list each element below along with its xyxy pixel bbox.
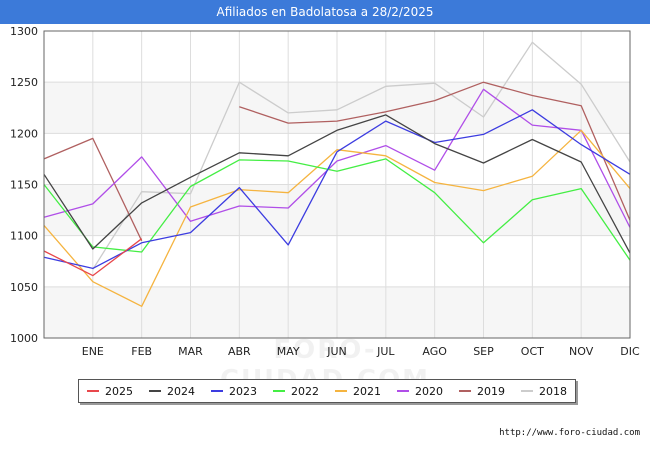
plot-frame [43, 30, 631, 339]
legend-swatch [211, 390, 223, 392]
legend-label: 2020 [415, 384, 443, 398]
legend-swatch [397, 390, 409, 392]
source-url: http://www.foro-ciudad.com [499, 428, 640, 438]
legend-item-2025: 2025 [87, 385, 133, 398]
y-tick-label: 1300 [10, 25, 38, 38]
x-tick-label: FEB [131, 345, 152, 358]
y-tick-label: 1000 [10, 332, 38, 345]
series-line-2019 [43, 81, 631, 242]
series-line-2023 [43, 109, 631, 270]
series-line-2020 [43, 88, 631, 228]
x-axis-ticks: ENE FEB MAR ABR MAY JUN JUL AGO SEP OCT NOV DIC [82, 345, 640, 358]
series-line-2018 [92, 41, 631, 270]
legend-item-2022: 2022 [273, 385, 319, 398]
y-axis-ticks: 1000 1050 1100 1150 1200 1250 1300 [10, 25, 38, 345]
legend-item-2021: 2021 [335, 385, 381, 398]
series-line-2025 [43, 238, 143, 277]
x-tick-label: ABR [228, 345, 251, 358]
series-line-2021 [43, 129, 631, 307]
y-tick-label: 1050 [10, 281, 38, 294]
x-tick-label: MAR [178, 345, 203, 358]
y-tick-label: 1250 [10, 76, 38, 89]
legend-item-2024: 2024 [149, 385, 195, 398]
x-tick-label: SEP [473, 345, 494, 358]
x-tick-label: OCT [521, 345, 544, 358]
y-tick-label: 1100 [10, 230, 38, 243]
legend-swatch [335, 390, 347, 392]
legend-label: 2018 [539, 384, 567, 398]
legend-swatch [459, 390, 471, 392]
series-line-2024 [43, 114, 631, 254]
legend: 2025 2024 2023 2022 2021 2020 2019 2018 [78, 379, 576, 403]
x-tick-label: MAY [277, 345, 300, 358]
x-tick-label: JUN [326, 345, 347, 358]
legend-item-2018: 2018 [521, 385, 567, 398]
legend-swatch [273, 390, 285, 392]
legend-swatch [521, 390, 533, 392]
legend-label: 2019 [477, 384, 505, 398]
legend-label: 2025 [105, 384, 133, 398]
x-tick-label: JUL [376, 345, 395, 358]
x-tick-label: NOV [569, 345, 594, 358]
legend-swatch [87, 390, 99, 392]
legend-label: 2023 [229, 384, 257, 398]
legend-item-2019: 2019 [459, 385, 505, 398]
legend-label: 2021 [353, 384, 381, 398]
legend-item-2020: 2020 [397, 385, 443, 398]
legend-item-2023: 2023 [211, 385, 257, 398]
x-tick-label: ENE [82, 345, 104, 358]
x-tick-label: DIC [620, 345, 640, 358]
chart-title: Afiliados en Badolatosa a 28/2/2025 [0, 0, 650, 24]
series-line-2022 [43, 158, 631, 261]
y-tick-label: 1150 [10, 179, 38, 192]
legend-label: 2022 [291, 384, 319, 398]
series-lines [43, 41, 631, 307]
legend-label: 2024 [167, 384, 195, 398]
legend-swatch [149, 390, 161, 392]
x-tick-label: AGO [422, 345, 447, 358]
y-tick-label: 1200 [10, 127, 38, 140]
